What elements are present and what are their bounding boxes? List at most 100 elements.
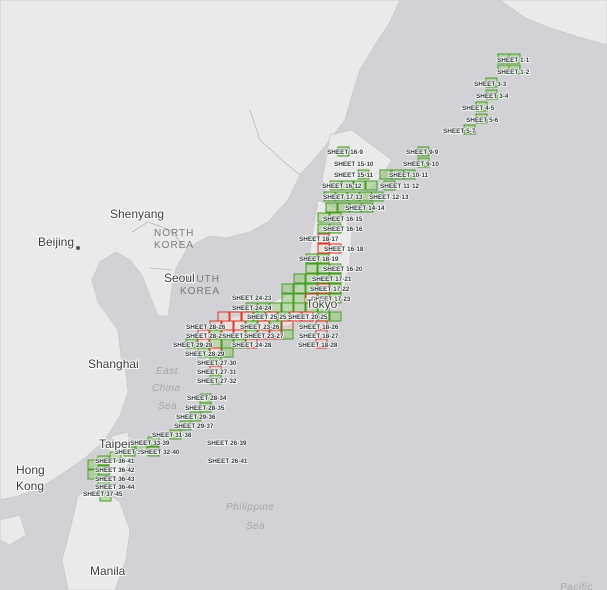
sheet-cell-green[interactable] [329, 263, 342, 274]
sheet-cell-green[interactable] [147, 436, 160, 447]
sheet-label[interactable]: SHEET 17-21 [311, 275, 352, 284]
sheet-cell-green[interactable] [329, 180, 342, 191]
place-label[interactable]: Hong [15, 462, 46, 478]
sheet-cell-green[interactable] [317, 212, 330, 223]
sheet-label[interactable]: SHEET 23-27 [243, 332, 284, 341]
sheet-cell-green[interactable] [269, 302, 282, 313]
sheet-cell-green[interactable] [329, 273, 342, 284]
sheet-cell-green[interactable] [325, 202, 338, 213]
place-label[interactable]: Seoul [163, 270, 196, 286]
sheet-cell-red[interactable] [217, 311, 230, 322]
sheet-label[interactable]: SHEET 15-10 [333, 160, 374, 169]
sheet-cell-green[interactable] [361, 202, 374, 213]
sheet-cell-green[interactable] [329, 293, 342, 304]
sheet-cell-green[interactable] [391, 169, 404, 180]
sheet-cell-green[interactable] [475, 101, 488, 112]
sheet-cell-green[interactable] [135, 440, 148, 451]
place-label[interactable]: Tokyo [305, 296, 339, 312]
sheet-cell-green[interactable] [403, 169, 416, 180]
sheet-cell-green[interactable] [329, 212, 342, 223]
sheet-label[interactable]: SHEET 20-25 [287, 313, 328, 322]
sheet-label[interactable]: SHEET 27-30 [196, 359, 237, 368]
sheet-label[interactable]: SHEET 31-38 [151, 431, 192, 440]
sheet-label[interactable]: SHEET 12-13 [368, 193, 409, 202]
sheet-cell-green[interactable] [329, 311, 342, 322]
sheet-label[interactable]: SHEET 17-13 [322, 193, 363, 202]
sheet-label[interactable]: SHEET 24-23 [231, 294, 272, 303]
sheet-label[interactable]: SHEET 16-9 [326, 148, 364, 157]
sheet-label[interactable]: SHEET 24-24 [231, 304, 272, 313]
sheet-cell-green[interactable] [123, 446, 136, 457]
sheet-label[interactable]: SHEET 18-27 [298, 332, 339, 341]
sheet-cell-red[interactable] [301, 311, 314, 322]
sheet-label[interactable]: SHEET 36-44 [94, 483, 135, 492]
sheet-label[interactable]: SHEET 9-9 [405, 148, 439, 157]
sheet-label[interactable]: SHEET 34-40 [113, 448, 154, 457]
sheet-cell-green[interactable] [209, 374, 222, 385]
sheet-label[interactable]: SHEET 16-12 [321, 182, 362, 191]
sheet-label[interactable]: SHEET 1-2 [496, 68, 530, 77]
sheet-label[interactable]: SHEET 29-37 [173, 422, 214, 431]
sheet-label[interactable]: SHEET 23-26 [239, 323, 280, 332]
sheet-cell-red[interactable] [257, 329, 270, 340]
place-label[interactable]: Kong [15, 478, 45, 494]
sheet-cell-red[interactable] [317, 243, 330, 254]
sheet-label[interactable]: SHEET 36-42 [94, 466, 135, 475]
sheet-cell-green[interactable] [281, 283, 294, 294]
sheet-cell-green[interactable] [293, 283, 306, 294]
sheet-label[interactable]: SHEET 28-26 [185, 323, 226, 332]
sheet-cell-green[interactable] [305, 273, 318, 284]
sheet-cell-green[interactable] [305, 253, 318, 264]
place-label[interactable]: Shanghai [87, 356, 140, 372]
sheet-cell-green[interactable] [87, 469, 100, 480]
sheet-cell-green[interactable] [485, 77, 498, 88]
sheet-cell-green[interactable] [317, 253, 330, 264]
sheet-label[interactable]: SHEET 24-28 [231, 341, 272, 350]
sheet-cell-red[interactable] [229, 311, 242, 322]
sheet-cell-green[interactable] [417, 157, 430, 168]
sheet-label[interactable]: SHEET 36-43 [94, 475, 135, 484]
sheet-label[interactable]: SHEET 27-32 [196, 377, 237, 386]
sheet-label[interactable]: SHEET 3-3 [473, 80, 507, 89]
sheet-cell-red[interactable] [315, 338, 328, 349]
sheet-cell-red[interactable] [329, 243, 342, 254]
sheet-label[interactable]: SHEET 26-41 [207, 457, 248, 466]
sheet-cell-green[interactable] [317, 223, 330, 234]
sheet-label[interactable]: SHEET 10-11 [388, 171, 429, 180]
sheet-cell-green[interactable] [359, 191, 372, 202]
sheet-label[interactable]: SHEET 29-28 [172, 341, 213, 350]
sheet-label[interactable]: SHEET 18-19 [298, 255, 339, 264]
sheet-cell-green[interactable] [317, 263, 330, 274]
sheet-cell-red[interactable] [281, 320, 294, 331]
sheet-cell-green[interactable] [371, 191, 384, 202]
place-label[interactable]: Taipei [98, 436, 131, 452]
sheet-cell-green[interactable] [335, 191, 348, 202]
sheet-label[interactable]: SHEET 26-39 [206, 439, 247, 448]
sheet-cell-green[interactable] [233, 338, 246, 349]
sheet-label[interactable]: SHEET 1-1 [496, 56, 530, 65]
sheet-cell-green[interactable] [281, 329, 294, 340]
sheet-cell-green[interactable] [305, 263, 318, 274]
sheet-label[interactable]: SHEET 16-18 [323, 245, 364, 254]
sheet-cell-green[interactable] [293, 273, 306, 284]
sheet-cell-green[interactable] [185, 338, 198, 349]
sheet-label[interactable]: SHEET 18-26 [298, 323, 339, 332]
sheet-cell-green[interactable] [463, 124, 476, 135]
sheet-label[interactable]: SHEET 18-28 [297, 341, 338, 350]
sheet-cell-green[interactable] [197, 347, 210, 358]
sheet-cell-green[interactable] [99, 491, 112, 502]
sheet-label[interactable]: SHEET 16-20 [322, 265, 363, 274]
sheet-label[interactable]: SHEET 9-10 [402, 160, 440, 169]
sheet-label[interactable]: SHEET 16-16 [322, 225, 363, 234]
sheet-cell-green[interactable] [485, 89, 498, 100]
sheet-label[interactable]: SHEET 18-17 [298, 235, 339, 244]
sheet-cell-green[interactable] [281, 302, 294, 313]
sheet-cell-green[interactable] [337, 146, 350, 157]
sheet-cell-green[interactable] [179, 420, 192, 431]
sheet-label[interactable]: SHEET 25-27 [221, 332, 262, 341]
sheet-label[interactable]: SHEET 29-36 [175, 413, 216, 422]
sheet-label[interactable]: SHEET 15-11 [333, 171, 374, 180]
sheet-label[interactable]: SHEET 33-39 [129, 439, 170, 448]
sheet-label[interactable]: SHEET 28-27 [185, 332, 226, 341]
sheet-label[interactable]: SHEET 3-4 [475, 92, 509, 101]
